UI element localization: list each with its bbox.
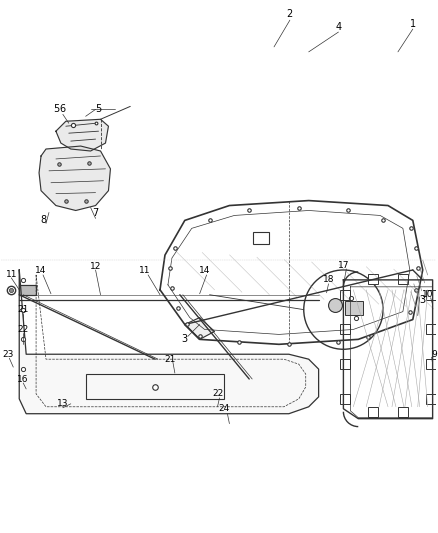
Bar	[426, 290, 436, 300]
Text: 14: 14	[35, 266, 47, 276]
Text: 2: 2	[287, 9, 293, 19]
Bar	[340, 359, 350, 369]
Bar	[426, 394, 436, 404]
Text: 4: 4	[336, 22, 342, 32]
Text: 14: 14	[199, 266, 210, 276]
Text: 11: 11	[6, 270, 17, 279]
Text: 23: 23	[3, 350, 14, 359]
Text: 16: 16	[18, 375, 29, 384]
Bar	[340, 325, 350, 334]
Text: 7: 7	[92, 208, 99, 219]
Polygon shape	[185, 318, 215, 340]
Bar	[340, 290, 350, 300]
Text: 8: 8	[40, 215, 46, 225]
Text: 11: 11	[139, 266, 151, 276]
Text: 13: 13	[57, 399, 69, 408]
Polygon shape	[19, 285, 36, 295]
Polygon shape	[56, 119, 109, 151]
Text: 5: 5	[95, 104, 102, 115]
Bar	[253, 232, 269, 244]
Text: 1: 1	[410, 19, 416, 29]
Text: 9: 9	[432, 350, 438, 359]
Text: 17: 17	[338, 261, 349, 270]
Text: 6: 6	[60, 104, 66, 115]
Text: 18: 18	[323, 276, 334, 285]
Text: 21: 21	[18, 305, 29, 314]
Text: 24: 24	[219, 404, 230, 413]
Polygon shape	[19, 270, 318, 414]
Bar	[398, 274, 408, 284]
Text: 3: 3	[420, 295, 426, 305]
Text: 3: 3	[182, 334, 188, 344]
Bar	[368, 274, 378, 284]
Text: 22: 22	[212, 390, 223, 398]
Bar	[426, 359, 436, 369]
Text: 12: 12	[90, 262, 101, 271]
Bar	[426, 325, 436, 334]
Text: 22: 22	[18, 325, 29, 334]
Bar	[368, 407, 378, 417]
Polygon shape	[39, 146, 110, 211]
Text: 21: 21	[164, 354, 176, 364]
Text: 10: 10	[422, 290, 434, 299]
Text: 5: 5	[53, 104, 59, 115]
Bar	[398, 407, 408, 417]
Bar	[86, 374, 224, 399]
Bar	[340, 394, 350, 404]
Bar	[346, 301, 363, 314]
